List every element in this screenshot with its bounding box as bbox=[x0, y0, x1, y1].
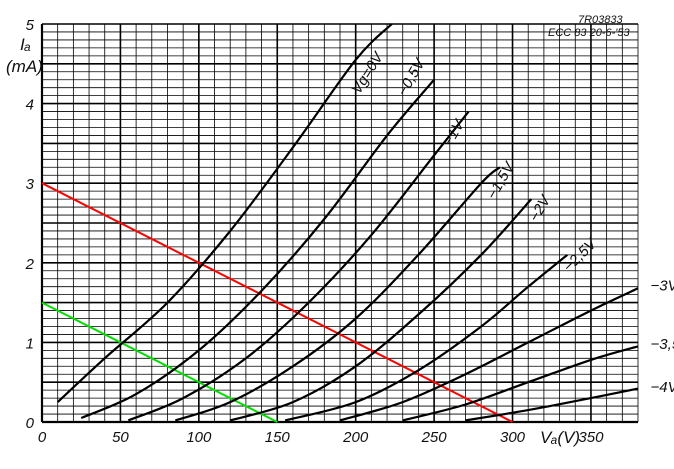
y-tick-label: 1 bbox=[26, 335, 34, 352]
curve-vg-5 bbox=[284, 253, 569, 422]
y-tick-label: 2 bbox=[25, 256, 35, 273]
curve-label: −3,5V bbox=[651, 336, 674, 353]
curve-vg-1 bbox=[80, 78, 435, 420]
y-tick-label: 3 bbox=[26, 176, 35, 193]
x-axis-label: Vₐ(V) bbox=[540, 428, 580, 447]
y-axis-unit: (mA) bbox=[6, 57, 43, 76]
curve-vg-8 bbox=[465, 387, 639, 422]
curve-vg-7 bbox=[402, 345, 639, 422]
x-tick-label: 100 bbox=[186, 429, 212, 446]
curve-vg-6 bbox=[339, 287, 639, 422]
load-line-1 bbox=[41, 182, 513, 423]
curve-vg-4 bbox=[229, 198, 533, 422]
stamp-code: 7R03833 bbox=[578, 14, 624, 26]
curve-vg-0 bbox=[56, 23, 393, 403]
load-lines bbox=[41, 182, 513, 423]
y-axis-symbol: Iₐ bbox=[20, 35, 31, 54]
stamp-tube: ECC 83 20-6-'53 bbox=[548, 27, 630, 39]
y-tick-label: 4 bbox=[26, 97, 34, 114]
x-tick-label: 200 bbox=[342, 429, 369, 446]
curve-label: −2V bbox=[526, 191, 555, 225]
x-tick-label: 300 bbox=[500, 429, 526, 446]
y-tick-label: 0 bbox=[26, 415, 35, 432]
curve-vg-3 bbox=[174, 166, 501, 422]
x-tick-label: 50 bbox=[112, 429, 129, 446]
tick-labels: 0 50 100 150 200 250 300 350 0 1 2 3 4 5 bbox=[25, 17, 604, 446]
y-tick-label: 5 bbox=[26, 17, 35, 34]
curve-label: −1,5V bbox=[484, 158, 520, 203]
curve-label: −3V bbox=[651, 278, 674, 295]
grid-voltage-curves bbox=[56, 23, 639, 422]
x-tick-label: 250 bbox=[421, 429, 448, 446]
x-tick-label: 350 bbox=[578, 429, 604, 446]
axes bbox=[40, 24, 638, 424]
x-tick-label: 150 bbox=[265, 429, 291, 446]
curve-label: Vg=0V bbox=[348, 48, 388, 97]
curve-label: −4V bbox=[651, 379, 674, 396]
x-tick-label: 0 bbox=[38, 429, 47, 446]
curve-vg-2 bbox=[127, 110, 470, 422]
grid bbox=[41, 23, 639, 423]
load-line-2 bbox=[41, 301, 278, 423]
